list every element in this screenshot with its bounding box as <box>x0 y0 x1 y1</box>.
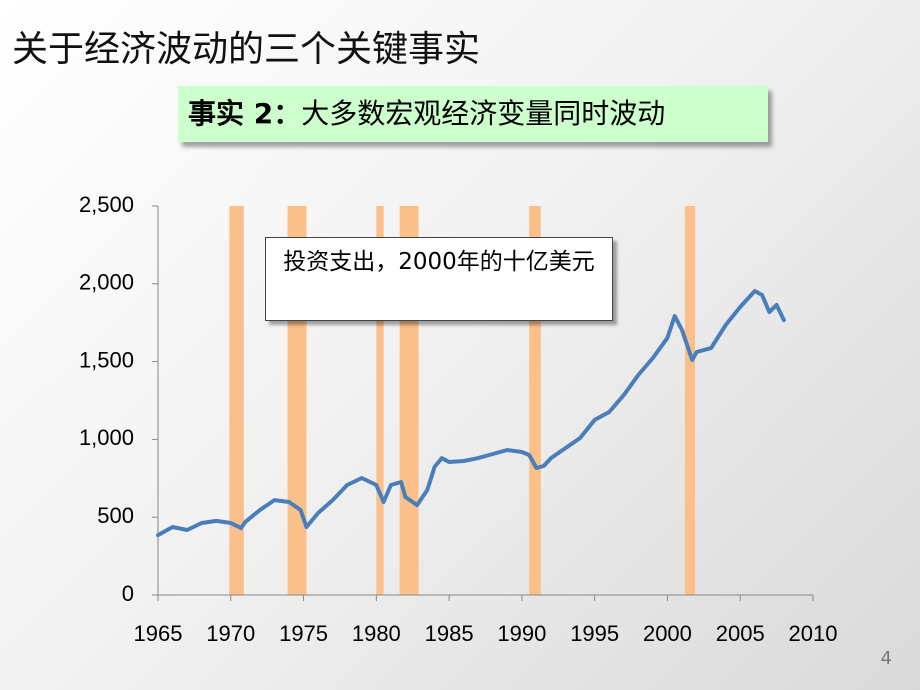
x-tick-label: 2005 <box>716 621 765 646</box>
recession-band <box>684 206 696 595</box>
x-tick-label: 1990 <box>497 621 546 646</box>
y-tick-label: 500 <box>97 503 134 528</box>
recession-band <box>529 206 541 595</box>
x-tick-label: 2000 <box>643 621 692 646</box>
x-tick-label: 1965 <box>134 621 183 646</box>
y-tick-label: 1,000 <box>79 425 134 450</box>
y-tick-label: 2,000 <box>79 270 134 295</box>
annotation: 投资支出，2000年的十亿美元 <box>265 237 613 321</box>
recession-band <box>376 206 384 595</box>
page-number: 4 <box>880 648 892 669</box>
x-tick-label: 1980 <box>352 621 401 646</box>
x-tick-label: 1970 <box>206 621 255 646</box>
x-tick-label: 1995 <box>570 621 619 646</box>
recession-band <box>229 206 244 595</box>
y-tick-label: 0 <box>122 581 134 606</box>
y-tick-label: 2,500 <box>79 192 134 217</box>
fact-label: 事实 2： <box>188 97 302 130</box>
fact-box: 事实 2：大多数宏观经济变量同时波动 <box>178 86 768 142</box>
x-tick-label: 1985 <box>425 621 474 646</box>
fact-text: 大多数宏观经济变量同时波动 <box>301 97 666 130</box>
slide-title: 关于经济波动的三个关键事实 <box>12 29 481 70</box>
x-tick-label: 1975 <box>279 621 328 646</box>
y-tick-label: 1,500 <box>79 347 134 372</box>
data-line <box>156 289 786 538</box>
x-tick-label: 2010 <box>789 621 838 646</box>
